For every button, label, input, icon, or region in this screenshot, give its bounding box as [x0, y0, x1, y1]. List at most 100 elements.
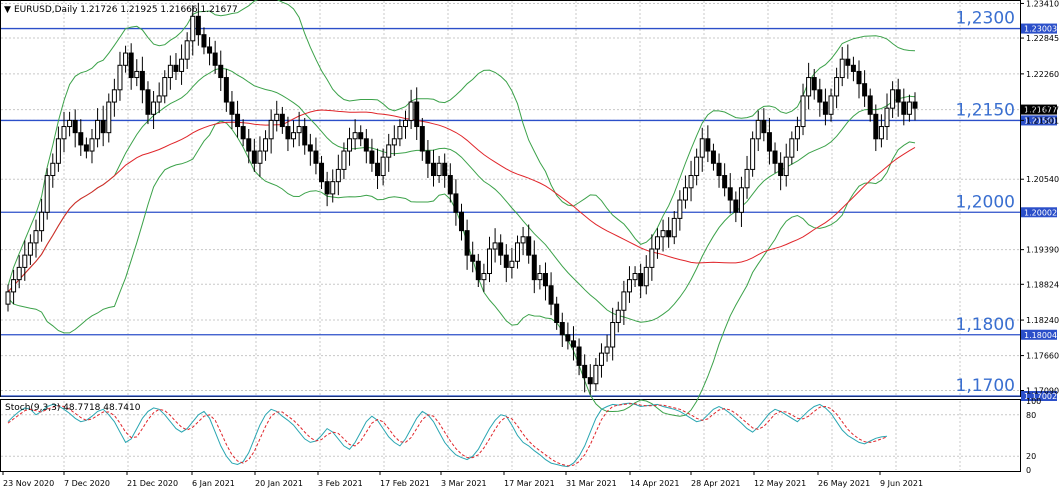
candle-body[interactable]	[5, 291, 11, 305]
candle-body[interactable]	[257, 150, 263, 164]
candle-body[interactable]	[33, 230, 39, 244]
candle-body[interactable]	[492, 242, 498, 250]
candle-body[interactable]	[83, 144, 89, 152]
candle-body[interactable]	[514, 242, 520, 262]
candle-body[interactable]	[408, 101, 414, 121]
candle-body[interactable]	[559, 322, 565, 336]
candle-body[interactable]	[626, 279, 632, 293]
candle-body[interactable]	[72, 119, 78, 134]
candle-body[interactable]	[548, 285, 554, 305]
candle-body[interactable]	[263, 138, 269, 152]
candle-body[interactable]	[151, 101, 157, 115]
candle-body[interactable]	[347, 138, 353, 152]
candle-body[interactable]	[638, 273, 644, 287]
candle-body[interactable]	[621, 291, 627, 311]
candle-body[interactable]	[11, 279, 17, 293]
candle-body[interactable]	[431, 162, 437, 177]
candle-body[interactable]	[682, 187, 688, 201]
candle-body[interactable]	[873, 113, 879, 140]
candle-body[interactable]	[27, 242, 33, 256]
candle-body[interactable]	[531, 254, 537, 281]
candle-body[interactable]	[901, 101, 907, 115]
candle-body[interactable]	[750, 138, 756, 170]
candle-body[interactable]	[291, 132, 297, 140]
candlesticks[interactable]	[5, 2, 918, 395]
candle-body[interactable]	[688, 175, 694, 189]
candle-body[interactable]	[716, 162, 722, 177]
candle-body[interactable]	[890, 89, 896, 109]
candle-body[interactable]	[509, 260, 515, 268]
candle-body[interactable]	[386, 144, 392, 158]
candle-body[interactable]	[850, 64, 856, 72]
candle-body[interactable]	[55, 138, 61, 164]
candle-body[interactable]	[878, 126, 884, 140]
candle-body[interactable]	[828, 95, 834, 115]
candle-body[interactable]	[274, 113, 280, 121]
candle-body[interactable]	[582, 364, 588, 379]
candle-body[interactable]	[755, 119, 761, 140]
candle-body[interactable]	[100, 119, 106, 134]
candle-body[interactable]	[184, 40, 190, 60]
candle-body[interactable]	[207, 46, 213, 54]
candle-body[interactable]	[643, 266, 649, 287]
candle-body[interactable]	[834, 77, 840, 97]
candle-body[interactable]	[397, 126, 403, 140]
candle-body[interactable]	[666, 230, 672, 238]
candle-body[interactable]	[419, 126, 425, 152]
candle-body[interactable]	[498, 242, 504, 256]
candle-body[interactable]	[789, 138, 795, 158]
candle-body[interactable]	[363, 138, 369, 152]
candle-body[interactable]	[587, 377, 593, 385]
candle-body[interactable]	[537, 273, 543, 281]
candle-body[interactable]	[212, 52, 218, 66]
candle-body[interactable]	[436, 162, 442, 177]
candle-body[interactable]	[39, 211, 45, 232]
candle-body[interactable]	[296, 126, 302, 134]
candle-body[interactable]	[699, 138, 705, 158]
candle-body[interactable]	[554, 303, 560, 324]
candle-body[interactable]	[319, 162, 325, 183]
candle-body[interactable]	[453, 193, 459, 213]
candle-body[interactable]	[341, 150, 347, 170]
candle-body[interactable]	[78, 132, 84, 146]
candle-body[interactable]	[223, 77, 229, 103]
candle-body[interactable]	[173, 64, 179, 72]
candle-body[interactable]	[733, 199, 739, 213]
candle-body[interactable]	[677, 199, 683, 219]
candle-body[interactable]	[313, 150, 319, 164]
candle-body[interactable]	[218, 64, 224, 79]
candle-body[interactable]	[134, 70, 140, 79]
candle-body[interactable]	[167, 64, 173, 79]
candle-body[interactable]	[95, 119, 101, 140]
candle-body[interactable]	[67, 119, 73, 128]
candle-body[interactable]	[694, 156, 700, 177]
candle-body[interactable]	[604, 346, 610, 354]
candle-body[interactable]	[44, 175, 50, 213]
candle-body[interactable]	[839, 58, 845, 79]
candle-body[interactable]	[783, 156, 789, 177]
candle-body[interactable]	[442, 162, 448, 177]
candle-body[interactable]	[235, 113, 241, 128]
candle-body[interactable]	[778, 162, 784, 177]
candle-body[interactable]	[615, 309, 621, 324]
candle-body[interactable]	[139, 70, 145, 91]
candle-body[interactable]	[867, 95, 873, 115]
candle-body[interactable]	[89, 138, 95, 152]
candle-body[interactable]	[307, 144, 313, 152]
candle-body[interactable]	[632, 273, 638, 281]
candle-body[interactable]	[425, 150, 431, 164]
candle-body[interactable]	[520, 236, 526, 244]
candle-body[interactable]	[285, 126, 291, 140]
candle-body[interactable]	[324, 181, 330, 195]
candle-body[interactable]	[279, 113, 285, 128]
candle-body[interactable]	[156, 95, 162, 103]
candle-body[interactable]	[481, 273, 487, 281]
candle-body[interactable]	[503, 254, 509, 268]
candle-body[interactable]	[486, 248, 492, 275]
candle-body[interactable]	[106, 101, 112, 134]
candle-body[interactable]	[464, 230, 470, 256]
candle-body[interactable]	[179, 58, 185, 72]
candle-body[interactable]	[352, 132, 358, 140]
candle-body[interactable]	[565, 334, 571, 342]
